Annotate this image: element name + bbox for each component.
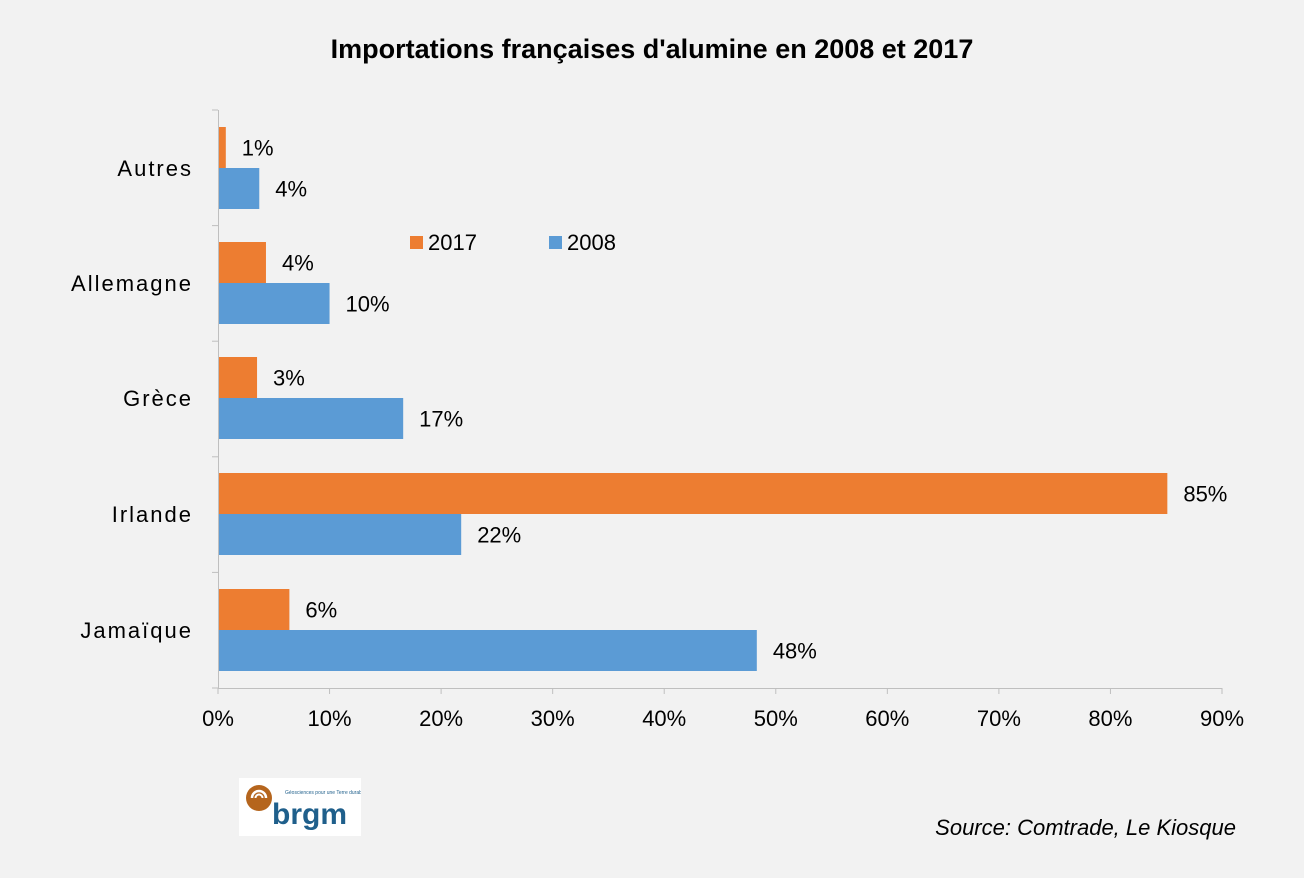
bar-2017 [218,242,266,283]
category-label: Autres [117,156,193,181]
brgm-logo: Géosciences pour une Terre durable brgm [239,778,361,836]
x-tick-label: 10% [308,706,352,731]
x-tick-label: 80% [1088,706,1132,731]
data-label: 4% [275,177,307,202]
bar-2008 [218,283,330,324]
category-label: Grèce [123,386,193,411]
data-label: 48% [773,639,817,664]
x-tick-label: 0% [202,706,234,731]
x-tick-label: 60% [865,706,909,731]
category-label: Jamaïque [80,618,193,643]
bar-2017 [218,589,290,630]
x-tick-label: 90% [1200,706,1244,731]
bar-2008 [218,630,757,671]
bar-2008 [218,514,462,555]
bar-2017 [218,473,1168,514]
data-label: 22% [477,523,521,548]
data-label: 3% [273,366,305,391]
bar-2008 [218,168,260,209]
x-tick-label: 30% [531,706,575,731]
legend-label: 2017 [428,230,477,255]
data-label: 1% [242,136,274,161]
category-label: Allemagne [71,271,193,296]
data-label: 85% [1183,482,1227,507]
svg-text:Géosciences pour une Terre dur: Géosciences pour une Terre durable [285,790,361,796]
legend-swatch-2008 [549,236,562,249]
chart-title: Importations françaises d'alumine en 200… [330,34,974,64]
bar-2008 [218,398,404,439]
category-label: Irlande [112,502,193,527]
data-label: 17% [419,407,463,432]
svg-text:brgm: brgm [272,798,347,831]
legend-swatch-2017 [410,236,423,249]
x-tick-label: 70% [977,706,1021,731]
data-label: 10% [346,292,390,317]
x-tick-label: 40% [642,706,686,731]
data-label: 4% [282,251,314,276]
brgm-logo-graphic: Géosciences pour une Terre durable brgm [246,785,361,831]
source-note: Source: Comtrade, Le Kiosque [935,815,1236,840]
x-tick-label: 20% [419,706,463,731]
legend-label: 2008 [567,230,616,255]
bar-2017 [218,357,258,398]
data-label: 6% [305,598,337,623]
bar-2017 [218,127,226,168]
x-tick-label: 50% [754,706,798,731]
